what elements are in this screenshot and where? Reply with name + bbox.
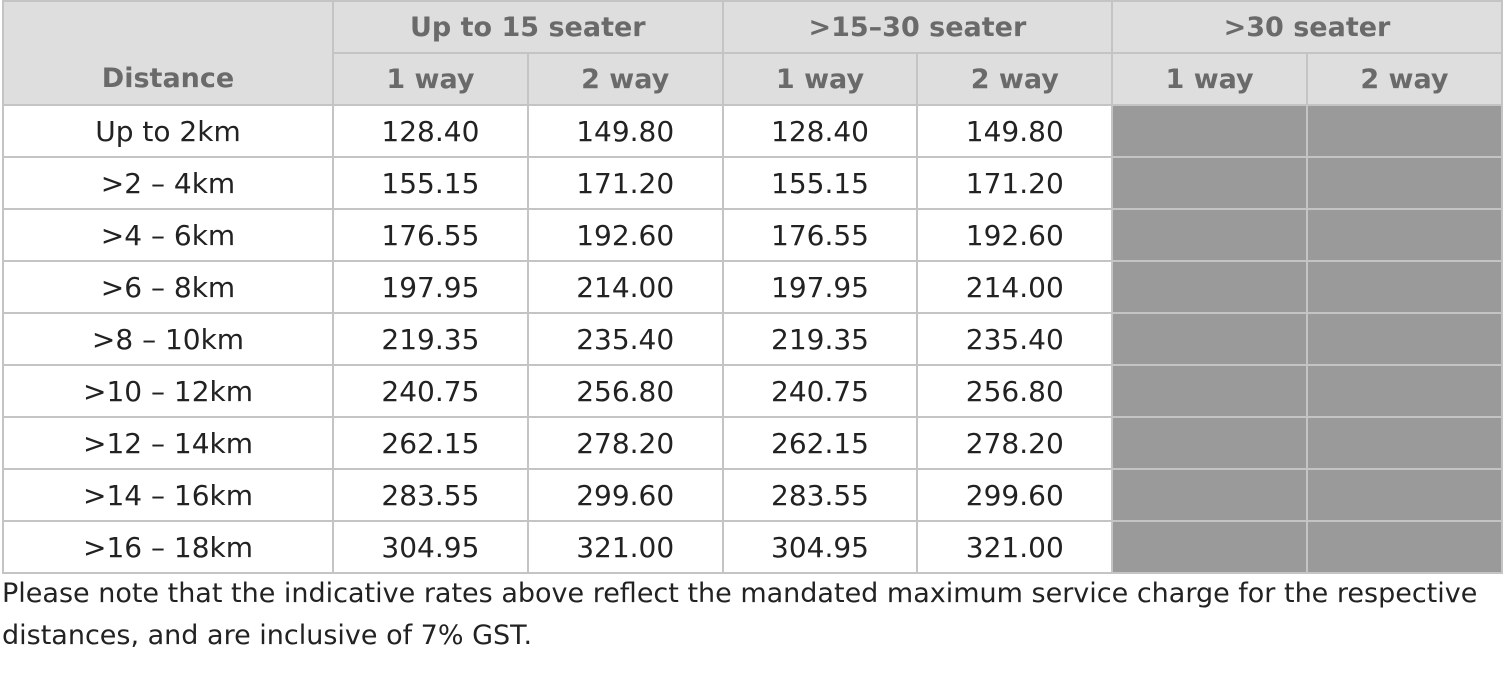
subheader-1-way: 1 way bbox=[332, 52, 529, 106]
unavailable-rate-cell bbox=[1305, 156, 1503, 210]
subheader-2-way: 2 way bbox=[916, 52, 1114, 106]
group-header-up-to-15: Up to 15 seater bbox=[332, 0, 724, 54]
distance-cell: >14 – 16km bbox=[2, 468, 334, 522]
table-row: >16 – 18km 304.95 321.00 304.95 321.00 bbox=[2, 520, 1503, 574]
rate-cell: 197.95 bbox=[332, 260, 529, 314]
unavailable-rate-cell bbox=[1305, 416, 1503, 470]
rate-cell: 219.35 bbox=[721, 312, 919, 366]
rate-cell: 235.40 bbox=[526, 312, 724, 366]
rate-cell: 278.20 bbox=[916, 416, 1114, 470]
unavailable-rate-cell bbox=[1111, 260, 1308, 314]
unavailable-rate-cell bbox=[1305, 520, 1503, 574]
subheader-2-way: 2 way bbox=[526, 52, 724, 106]
distance-cell: >2 – 4km bbox=[2, 156, 334, 210]
unavailable-rate-cell bbox=[1111, 520, 1308, 574]
rate-cell: 176.55 bbox=[721, 208, 919, 262]
rate-cell: 149.80 bbox=[526, 104, 724, 158]
distance-cell: Up to 2km bbox=[2, 104, 334, 158]
table-row: >12 – 14km 262.15 278.20 262.15 278.20 bbox=[2, 416, 1503, 470]
rate-cell: 149.80 bbox=[916, 104, 1114, 158]
unavailable-rate-cell bbox=[1305, 104, 1503, 158]
unavailable-rate-cell bbox=[1305, 364, 1503, 418]
distance-cell: >6 – 8km bbox=[2, 260, 334, 314]
distance-cell: >12 – 14km bbox=[2, 416, 334, 470]
table-row: >2 – 4km 155.15 171.20 155.15 171.20 bbox=[2, 156, 1503, 210]
table-row: >10 – 12km 240.75 256.80 240.75 256.80 bbox=[2, 364, 1503, 418]
unavailable-rate-cell bbox=[1111, 468, 1308, 522]
rate-cell: 321.00 bbox=[916, 520, 1114, 574]
distance-cell: >4 – 6km bbox=[2, 208, 334, 262]
rate-cell: 219.35 bbox=[332, 312, 529, 366]
subheader-1-way: 1 way bbox=[721, 52, 919, 106]
header-subheader-row: 1 way 2 way 1 way 2 way 1 way 2 way bbox=[3, 52, 1503, 106]
rate-cell: 192.60 bbox=[526, 208, 724, 262]
gst-note: Please note that the indicative rates ab… bbox=[2, 578, 1478, 651]
unavailable-rate-cell bbox=[1111, 156, 1308, 210]
unavailable-rate-cell bbox=[1111, 364, 1308, 418]
table-header: Distance Up to 15 seater >15–30 seater >… bbox=[2, 0, 1503, 106]
rate-cell: 214.00 bbox=[916, 260, 1114, 314]
rate-cell: 192.60 bbox=[916, 208, 1114, 262]
distance-header-label: Distance bbox=[101, 63, 235, 94]
unavailable-rate-cell bbox=[1305, 260, 1503, 314]
subheader-2-way: 2 way bbox=[1305, 52, 1503, 106]
rate-cell: 283.55 bbox=[721, 468, 919, 522]
rate-cell: 240.75 bbox=[332, 364, 529, 418]
table-row: Up to 2km 128.40 149.80 128.40 149.80 bbox=[2, 104, 1503, 158]
rate-cell: 128.40 bbox=[332, 104, 529, 158]
distance-cell: >8 – 10km bbox=[2, 312, 334, 366]
unavailable-rate-cell bbox=[1111, 416, 1308, 470]
rate-cell: 262.15 bbox=[721, 416, 919, 470]
table-row: >4 – 6km 176.55 192.60 176.55 192.60 bbox=[2, 208, 1503, 262]
distance-cell: >16 – 18km bbox=[2, 520, 334, 574]
rate-cell: 256.80 bbox=[916, 364, 1114, 418]
table-row: >14 – 16km 283.55 299.60 283.55 299.60 bbox=[2, 468, 1503, 522]
table-row: >6 – 8km 197.95 214.00 197.95 214.00 bbox=[2, 260, 1503, 314]
rate-cell: 171.20 bbox=[916, 156, 1114, 210]
rate-cell: 283.55 bbox=[332, 468, 529, 522]
rate-cell: 256.80 bbox=[526, 364, 724, 418]
group-header-over-30: >30 seater bbox=[1111, 0, 1503, 54]
rate-cell: 155.15 bbox=[721, 156, 919, 210]
rate-cell: 155.15 bbox=[332, 156, 529, 210]
rate-cell: 214.00 bbox=[526, 260, 724, 314]
rate-cell: 299.60 bbox=[916, 468, 1114, 522]
table-body: Up to 2km 128.40 149.80 128.40 149.80 >2 – 4k… bbox=[2, 104, 1503, 574]
rate-cell: 321.00 bbox=[526, 520, 724, 574]
rate-cell: 197.95 bbox=[721, 260, 919, 314]
unavailable-rate-cell bbox=[1111, 208, 1308, 262]
unavailable-rate-cell bbox=[1305, 312, 1503, 366]
rate-cell: 176.55 bbox=[332, 208, 529, 262]
distance-cell: >10 – 12km bbox=[2, 364, 334, 418]
rate-cell: 240.75 bbox=[721, 364, 919, 418]
rate-cell: 128.40 bbox=[721, 104, 919, 158]
distance-header: Distance bbox=[2, 0, 334, 106]
rate-cell: 299.60 bbox=[526, 468, 724, 522]
rate-cell: 171.20 bbox=[526, 156, 724, 210]
rate-cell: 278.20 bbox=[526, 416, 724, 470]
rate-cell: 304.95 bbox=[332, 520, 529, 574]
table-row: >8 – 10km 219.35 235.40 219.35 235.40 bbox=[2, 312, 1503, 366]
group-header-15-30: >15–30 seater bbox=[721, 0, 1114, 54]
unavailable-rate-cell bbox=[1111, 104, 1308, 158]
rate-cell: 235.40 bbox=[916, 312, 1114, 366]
unavailable-rate-cell bbox=[1305, 468, 1503, 522]
unavailable-rate-cell bbox=[1111, 312, 1308, 366]
rate-cell: 304.95 bbox=[721, 520, 919, 574]
header-group-row: Distance Up to 15 seater >15–30 seater >… bbox=[2, 0, 1503, 106]
subheader-1-way: 1 way bbox=[1111, 52, 1308, 106]
rate-cell: 262.15 bbox=[332, 416, 529, 470]
rate-table: Distance Up to 15 seater >15–30 seater >… bbox=[2, 0, 1503, 574]
unavailable-rate-cell bbox=[1305, 208, 1503, 262]
